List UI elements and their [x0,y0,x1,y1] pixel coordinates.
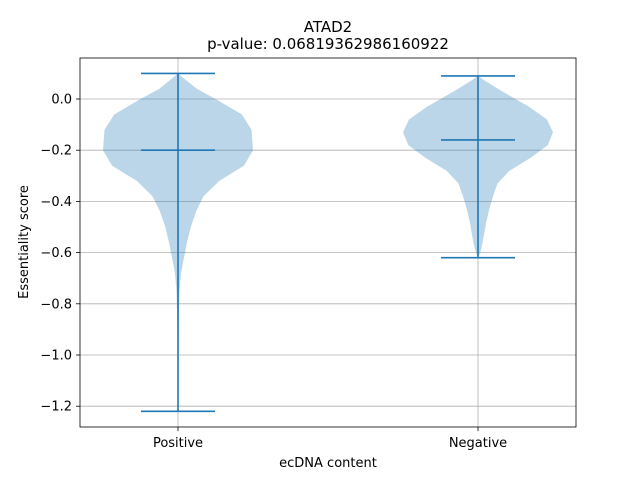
y-tick-label: −1.0 [40,349,72,364]
x-tick-label: Positive [153,436,203,451]
violin-layer [103,72,553,413]
y-tick-label: −0.4 [40,195,72,210]
y-tick-label: −1.2 [40,400,72,415]
chart-title: ATAD2 [304,18,352,36]
x-axis-label: ecDNA content [279,456,377,471]
y-axis-label: Essentiality score [17,185,32,299]
y-tick-label: −0.8 [40,297,72,312]
chart-subtitle: p-value: 0.06819362986160922 [207,35,449,53]
axes-layer: 0.0 −0.2 −0.4 −0.6 −0.8 −1.0 −1.2 Positive Negat… [40,57,577,451]
x-tick-label: Negative [449,436,507,451]
y-tick-label: 0.0 [51,93,72,108]
plot-frame [79,57,577,428]
y-tick-label: −0.6 [40,246,72,261]
y-tick-label: −0.2 [40,144,72,159]
